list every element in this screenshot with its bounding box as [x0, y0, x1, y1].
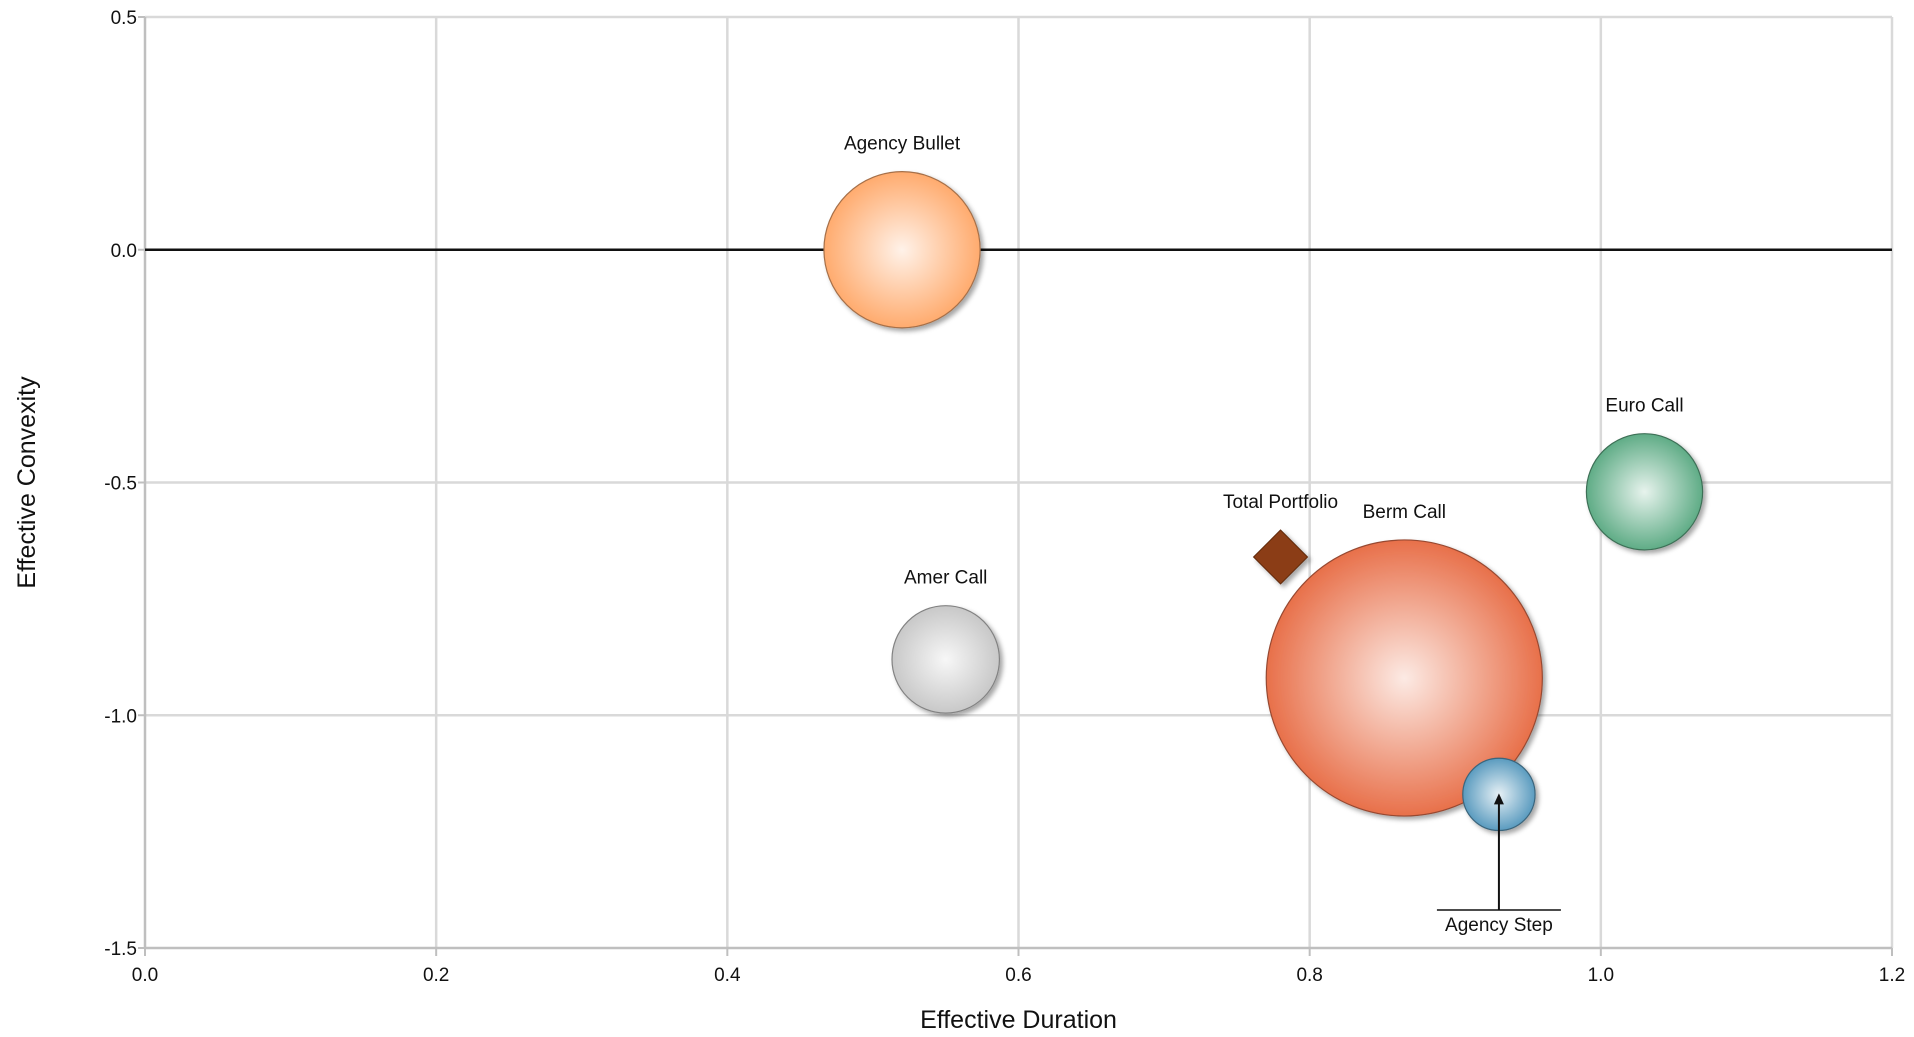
y-tick-label: -0.5	[104, 474, 137, 495]
data-marks	[823, 171, 1704, 832]
x-tick-label: 1.0	[1588, 965, 1614, 986]
y-tick-label: -1.0	[104, 706, 137, 727]
x-tick-label: 0.6	[1005, 965, 1031, 986]
marker-total-portfolio[interactable]	[1252, 529, 1309, 585]
y-axis-title: Effective Convexity	[13, 376, 41, 589]
x-axis-title: Effective Duration	[920, 1006, 1117, 1034]
marker-label-total-portfolio: Total Portfolio	[1223, 492, 1338, 513]
bubble-label-amer-call: Amer Call	[904, 568, 987, 589]
data-labels: Berm Call Agency Bullet Euro Call Amer Call…	[844, 134, 1684, 936]
y-tick-label: 0.0	[111, 241, 137, 262]
bubble-label-berm-call: Berm Call	[1363, 502, 1446, 523]
axes: 0.0 0.2 0.4 0.6 0.8 1.0 1.2 0.5 0.0 -0.5 -1.0 -1.5	[104, 8, 1905, 986]
bubble-label-agency-bullet: Agency Bullet	[844, 134, 961, 155]
x-tick-label: 0.4	[714, 965, 741, 986]
bubble-euro-call[interactable]	[1585, 433, 1704, 551]
bubble-amer-call[interactable]	[891, 605, 1001, 714]
bubble-label-agency-step: Agency Step	[1445, 915, 1553, 936]
x-tick-label: 0.2	[423, 965, 449, 986]
bubble-agency-bullet[interactable]	[823, 171, 981, 329]
y-tick-label: 0.5	[111, 8, 137, 29]
y-tick-label: -1.5	[104, 939, 137, 960]
x-tick-label: 1.2	[1879, 965, 1905, 986]
x-tick-label: 0.0	[132, 965, 158, 986]
bubble-berm-call[interactable]	[1265, 539, 1543, 817]
annotation-arrow-head	[1493, 793, 1504, 805]
x-tick-label: 0.8	[1296, 965, 1322, 986]
bubble-label-euro-call: Euro Call	[1605, 396, 1683, 417]
